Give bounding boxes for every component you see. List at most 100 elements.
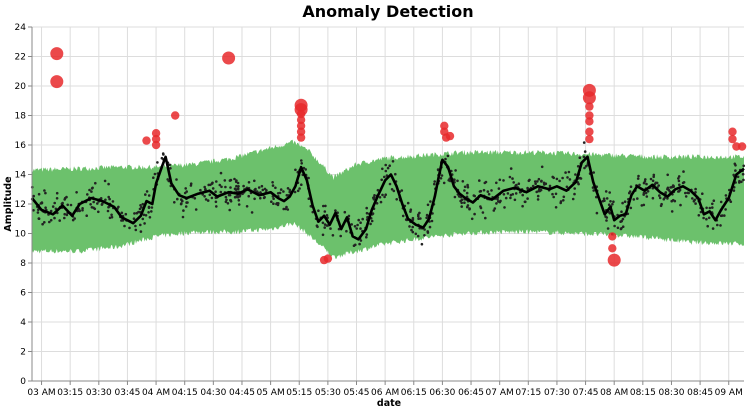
observation-point xyxy=(684,195,688,198)
observation-point xyxy=(613,224,616,228)
observation-point xyxy=(554,206,558,209)
anomaly-point xyxy=(582,91,596,105)
observation-point xyxy=(502,179,505,182)
observation-point xyxy=(345,229,348,233)
observation-point xyxy=(298,187,301,190)
anomaly-point xyxy=(585,102,594,111)
observation-point xyxy=(533,180,537,183)
observation-point xyxy=(651,196,655,200)
observation-point xyxy=(426,230,430,233)
anomaly-point xyxy=(608,232,617,241)
observation-point xyxy=(225,198,228,202)
observation-point xyxy=(144,193,147,196)
observation-point xyxy=(711,227,715,230)
observation-point xyxy=(343,210,347,214)
observation-point xyxy=(666,173,669,177)
observation-point xyxy=(224,195,228,199)
observation-point xyxy=(576,165,580,168)
observation-point xyxy=(460,205,464,208)
y-tick-label: 0 xyxy=(20,377,26,387)
anomaly-point xyxy=(585,134,594,144)
observation-point xyxy=(81,208,84,212)
observation-point xyxy=(453,178,456,181)
observation-point xyxy=(253,197,256,201)
observation-point xyxy=(108,197,111,201)
observation-point xyxy=(359,227,362,230)
anomaly-point xyxy=(296,127,306,136)
observation-point xyxy=(134,224,137,228)
x-tick-label: 04:15 xyxy=(172,388,198,398)
anomaly-point xyxy=(50,47,64,61)
observation-point xyxy=(203,195,206,198)
observation-point xyxy=(578,156,582,159)
anomaly-point xyxy=(728,134,737,144)
observation-point xyxy=(215,205,218,208)
observation-point xyxy=(670,210,674,213)
observation-point xyxy=(371,212,375,215)
anomaly-point xyxy=(151,129,161,138)
observation-point xyxy=(276,203,280,207)
observation-point xyxy=(514,184,517,187)
observation-point xyxy=(206,199,210,202)
observation-point xyxy=(555,177,559,181)
x-tick-label: 08:30 xyxy=(658,388,684,398)
observation-point xyxy=(210,196,214,200)
observation-point xyxy=(621,217,625,221)
observation-point xyxy=(242,184,245,188)
observation-point xyxy=(681,181,685,185)
observation-point xyxy=(223,179,227,182)
observation-point xyxy=(482,188,486,192)
observation-point xyxy=(429,200,432,203)
observation-point xyxy=(521,204,524,208)
observation-point xyxy=(128,226,131,230)
observation-point xyxy=(150,206,154,209)
observation-point xyxy=(224,185,227,189)
observation-point xyxy=(365,211,369,215)
observation-point xyxy=(156,161,159,164)
x-tick-label: 05:15 xyxy=(286,388,312,398)
x-tick-label: 07 AM xyxy=(486,388,514,398)
observation-point xyxy=(211,181,214,185)
observation-point xyxy=(325,224,329,227)
observation-point xyxy=(736,175,740,179)
observation-point xyxy=(245,205,249,208)
observation-point xyxy=(468,207,471,211)
observation-point xyxy=(184,187,187,190)
observation-point xyxy=(48,220,51,224)
observation-point xyxy=(323,210,327,213)
observation-point xyxy=(173,201,176,204)
observation-point xyxy=(734,169,737,172)
observation-point xyxy=(490,189,493,192)
observation-point xyxy=(81,207,84,210)
observation-point xyxy=(497,187,501,190)
observation-point xyxy=(497,200,500,203)
observation-point xyxy=(691,197,694,200)
observation-point xyxy=(536,198,540,201)
observation-point xyxy=(408,225,411,228)
observation-point xyxy=(383,175,386,179)
observation-point xyxy=(379,200,383,204)
anomaly-point xyxy=(445,131,455,141)
observation-point xyxy=(642,181,646,185)
observation-point xyxy=(640,204,644,207)
observation-point xyxy=(521,193,524,197)
observation-point xyxy=(356,223,359,227)
observation-point xyxy=(440,174,444,177)
observation-point xyxy=(552,195,555,199)
observation-point xyxy=(32,194,35,198)
observation-point xyxy=(361,217,365,221)
observation-point xyxy=(693,198,696,202)
observation-point xyxy=(71,218,75,222)
observation-point xyxy=(247,194,250,198)
x-tick-label: 08 AM xyxy=(600,388,628,398)
observation-point xyxy=(568,178,572,181)
observation-point xyxy=(463,201,466,204)
anomaly-point xyxy=(151,140,161,150)
observation-point xyxy=(562,195,566,199)
observation-point xyxy=(742,178,745,182)
observation-point xyxy=(416,234,420,238)
observation-point xyxy=(537,189,540,193)
observation-point xyxy=(503,206,506,209)
observation-point xyxy=(649,177,653,181)
